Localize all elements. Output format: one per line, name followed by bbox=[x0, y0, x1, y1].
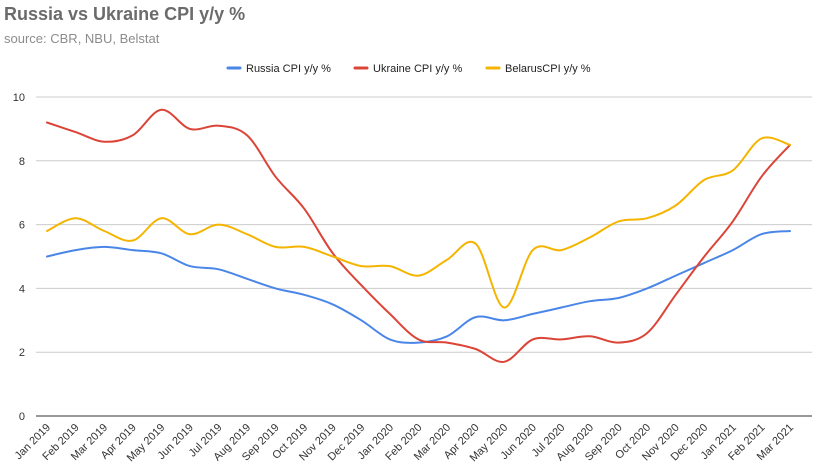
legend-label: Russia CPI y/y % bbox=[246, 63, 331, 75]
legend: Russia CPI y/y % Ukraine CPI y/y % Belarus… bbox=[226, 63, 591, 75]
y-tick-label: 10 bbox=[13, 92, 25, 104]
y-tick-label: 0 bbox=[19, 411, 25, 423]
y-tick-label: 6 bbox=[19, 220, 25, 232]
y-tick-label: 2 bbox=[19, 347, 25, 359]
y-tick-label: 4 bbox=[19, 283, 25, 295]
gridlines bbox=[36, 96, 812, 417]
series-line-1 bbox=[46, 108, 791, 363]
chart-title: Russia vs Ukraine CPI y/y % bbox=[4, 4, 246, 24]
y-axis-labels: 0 2 4 6 8 10 bbox=[13, 92, 25, 423]
chart-subtitle: source: CBR, NBU, Belstat bbox=[4, 31, 160, 46]
legend-label: BelarusCPI y/y % bbox=[505, 63, 591, 75]
series-line-0 bbox=[46, 230, 791, 344]
legend-label: Ukraine CPI y/y % bbox=[373, 63, 462, 75]
series-line-2 bbox=[46, 136, 791, 309]
series-lines bbox=[46, 108, 791, 363]
y-tick-label: 8 bbox=[19, 156, 25, 168]
